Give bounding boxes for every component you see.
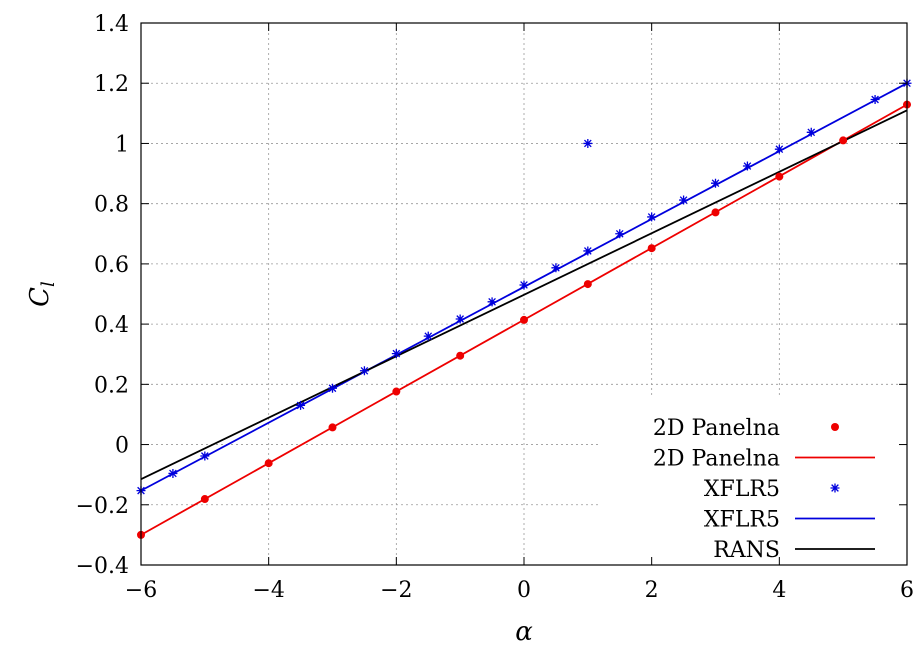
y-tick-label: −0.4 — [76, 554, 129, 579]
data-point-2d-panelna — [520, 315, 528, 324]
legend: 2D Panelna 2D Panelna XFLR5 XFLR5 RANS — [653, 416, 875, 563]
data-point-xflr5 — [455, 314, 465, 324]
x-tick-label: 2 — [645, 578, 659, 603]
data-point-xflr5 — [774, 144, 784, 154]
legend-label: XFLR5 — [704, 477, 780, 502]
x-tick-label: 4 — [772, 578, 786, 603]
data-point-2d-panelna — [456, 351, 465, 360]
series-layer — [136, 78, 912, 539]
data-point-xflr5 — [679, 195, 689, 205]
data-point-xflr5 — [487, 297, 497, 307]
y-tick-label: −0.2 — [76, 494, 129, 519]
data-point-xflr5 — [200, 451, 210, 461]
data-point-xflr5 — [583, 138, 593, 148]
y-tick-label: 1 — [115, 132, 129, 157]
data-point-xflr5 — [328, 383, 337, 393]
x-tick-label: 6 — [900, 578, 914, 603]
x-tick-label: −2 — [380, 578, 412, 603]
data-point-2d-panelna — [200, 495, 209, 504]
y-tick-label: 1.2 — [94, 72, 129, 97]
data-point-xflr5 — [870, 94, 880, 104]
data-point-2d-panelna — [264, 459, 273, 468]
y-tick-label: 0.8 — [94, 193, 129, 218]
data-point-2d-panelna — [647, 244, 656, 253]
data-point-xflr5 — [806, 127, 816, 137]
data-point-2d-panelna — [328, 423, 337, 432]
legend-label: 2D Panelna — [653, 447, 780, 472]
y-tick-label: 0 — [115, 434, 129, 459]
data-point-2d-panelna — [711, 208, 720, 217]
data-point-xflr5 — [296, 400, 306, 410]
y-axis-title: Cl — [25, 281, 59, 307]
data-point-xflr5 — [359, 366, 369, 376]
data-point-xflr5 — [168, 468, 178, 478]
tick-labels: −6 −4 −2 0 2 4 6 −0.4 −0.2 0 0.2 0.4 0.6 0.8 1 1.2 1.4 — [76, 12, 914, 603]
y-tick-label: 0.4 — [94, 313, 129, 338]
data-point-xflr5 — [551, 263, 561, 273]
data-point-2d-panelna — [583, 280, 592, 289]
data-point-2d-panelna — [839, 136, 848, 145]
x-axis-title: α — [515, 617, 533, 647]
data-point-xflr5 — [583, 246, 593, 256]
data-point-xflr5 — [742, 161, 752, 171]
data-point-2d-panelna — [392, 387, 401, 396]
y-tick-label: 0.6 — [94, 253, 129, 278]
data-point-xflr5 — [423, 331, 433, 341]
ticks — [140, 22, 908, 566]
y-tick-label: 0.2 — [94, 373, 129, 398]
legend-label: 2D Panelna — [653, 416, 780, 441]
legend-label: XFLR5 — [704, 508, 780, 533]
data-point-xflr5 — [391, 349, 401, 359]
data-point-xflr5 — [711, 178, 720, 188]
legend-swatch-star — [830, 483, 840, 493]
data-point-xflr5 — [647, 212, 657, 222]
legend-swatch-dot — [831, 423, 839, 431]
series-line-rans — [140, 109, 908, 480]
data-point-2d-panelna — [775, 172, 784, 181]
legend-label: RANS — [713, 538, 780, 563]
data-point-xflr5 — [519, 280, 529, 290]
x-tick-label: 0 — [517, 578, 531, 603]
y-axis-title-main: C — [25, 287, 55, 307]
y-axis-title-subscript: l — [38, 281, 59, 287]
y-tick-label: 1.4 — [94, 12, 129, 37]
x-tick-label: −4 — [252, 578, 284, 603]
data-point-xflr5 — [615, 229, 625, 239]
x-tick-label: −6 — [125, 578, 157, 603]
